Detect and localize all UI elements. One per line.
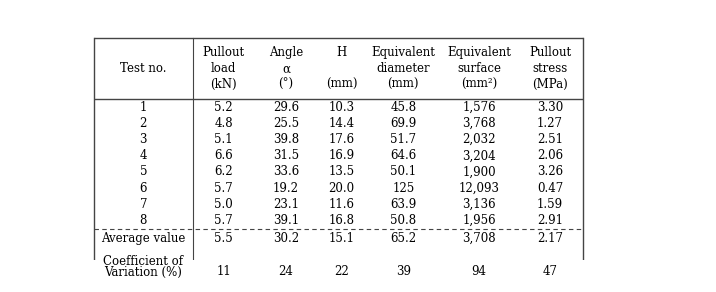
Text: 1.59: 1.59: [537, 198, 563, 211]
Text: 3.26: 3.26: [537, 166, 563, 178]
Text: 5.5: 5.5: [214, 232, 233, 245]
Text: 6.6: 6.6: [214, 149, 233, 162]
Text: 3,768: 3,768: [463, 117, 496, 130]
Text: 3.30: 3.30: [537, 101, 563, 114]
Text: Angle
α
(°): Angle α (°): [268, 46, 303, 91]
Text: 1,956: 1,956: [463, 214, 496, 227]
Text: 2.17: 2.17: [537, 232, 563, 245]
Text: Equivalent
diameter
(mm): Equivalent diameter (mm): [372, 46, 435, 91]
Text: 51.7: 51.7: [390, 133, 417, 146]
Text: 6.2: 6.2: [215, 166, 233, 178]
Text: H

(mm): H (mm): [326, 46, 357, 91]
Text: 125: 125: [392, 182, 415, 195]
Text: 1,576: 1,576: [463, 101, 496, 114]
Text: 5.0: 5.0: [214, 198, 233, 211]
Text: 3,136: 3,136: [463, 198, 496, 211]
Text: 50.8: 50.8: [390, 214, 417, 227]
Text: 5.1: 5.1: [215, 133, 233, 146]
Text: 16.9: 16.9: [329, 149, 354, 162]
Text: 3,708: 3,708: [463, 232, 496, 245]
Text: 11.6: 11.6: [329, 198, 354, 211]
Text: 1.27: 1.27: [537, 117, 563, 130]
Text: 45.8: 45.8: [390, 101, 417, 114]
Text: 63.9: 63.9: [390, 198, 417, 211]
Text: 25.5: 25.5: [273, 117, 299, 130]
Text: 15.1: 15.1: [329, 232, 354, 245]
Text: 64.6: 64.6: [390, 149, 417, 162]
Text: 6: 6: [140, 182, 147, 195]
Text: Variation (%): Variation (%): [105, 265, 183, 279]
Text: 50.1: 50.1: [390, 166, 417, 178]
Text: 17.6: 17.6: [329, 133, 354, 146]
Text: 94: 94: [472, 265, 487, 279]
Text: Equivalent
surface
(mm²): Equivalent surface (mm²): [447, 46, 511, 91]
Text: 10.3: 10.3: [329, 101, 354, 114]
Text: 5.7: 5.7: [214, 182, 233, 195]
Text: 65.2: 65.2: [390, 232, 417, 245]
Text: Pullout
stress
(MPa): Pullout stress (MPa): [529, 46, 571, 91]
Text: 33.6: 33.6: [273, 166, 299, 178]
Text: Pullout
load
(kN): Pullout load (kN): [203, 46, 245, 91]
Text: 29.6: 29.6: [273, 101, 299, 114]
Text: 4: 4: [140, 149, 147, 162]
Text: Coefficient of: Coefficient of: [103, 255, 183, 268]
Text: 39.1: 39.1: [273, 214, 299, 227]
Text: 39: 39: [396, 265, 411, 279]
Text: 31.5: 31.5: [273, 149, 299, 162]
Text: 3: 3: [140, 133, 147, 146]
Text: 12,093: 12,093: [458, 182, 500, 195]
Text: 2.91: 2.91: [537, 214, 563, 227]
Text: 30.2: 30.2: [273, 232, 299, 245]
Text: 19.2: 19.2: [273, 182, 299, 195]
Text: 24: 24: [279, 265, 294, 279]
Text: 13.5: 13.5: [329, 166, 354, 178]
Text: 2: 2: [140, 117, 147, 130]
Text: Test no.: Test no.: [120, 62, 167, 75]
Text: 7: 7: [140, 198, 147, 211]
Text: 5.7: 5.7: [214, 214, 233, 227]
Text: 2,032: 2,032: [463, 133, 495, 146]
Text: 8: 8: [140, 214, 147, 227]
Text: 2.51: 2.51: [537, 133, 563, 146]
Text: 2.06: 2.06: [537, 149, 563, 162]
Text: 22: 22: [334, 265, 349, 279]
Text: 20.0: 20.0: [329, 182, 354, 195]
Text: 39.8: 39.8: [273, 133, 299, 146]
Text: Average value: Average value: [101, 232, 185, 245]
Text: 14.4: 14.4: [329, 117, 354, 130]
Text: 5: 5: [140, 166, 147, 178]
Text: 4.8: 4.8: [215, 117, 233, 130]
Text: 3,204: 3,204: [463, 149, 496, 162]
Text: 23.1: 23.1: [273, 198, 299, 211]
Text: 16.8: 16.8: [329, 214, 354, 227]
Text: 1: 1: [140, 101, 147, 114]
Text: 5.2: 5.2: [215, 101, 233, 114]
Text: 11: 11: [216, 265, 231, 279]
Text: 0.47: 0.47: [537, 182, 563, 195]
Text: 69.9: 69.9: [390, 117, 417, 130]
Text: 1,900: 1,900: [463, 166, 496, 178]
Text: 47: 47: [543, 265, 558, 279]
